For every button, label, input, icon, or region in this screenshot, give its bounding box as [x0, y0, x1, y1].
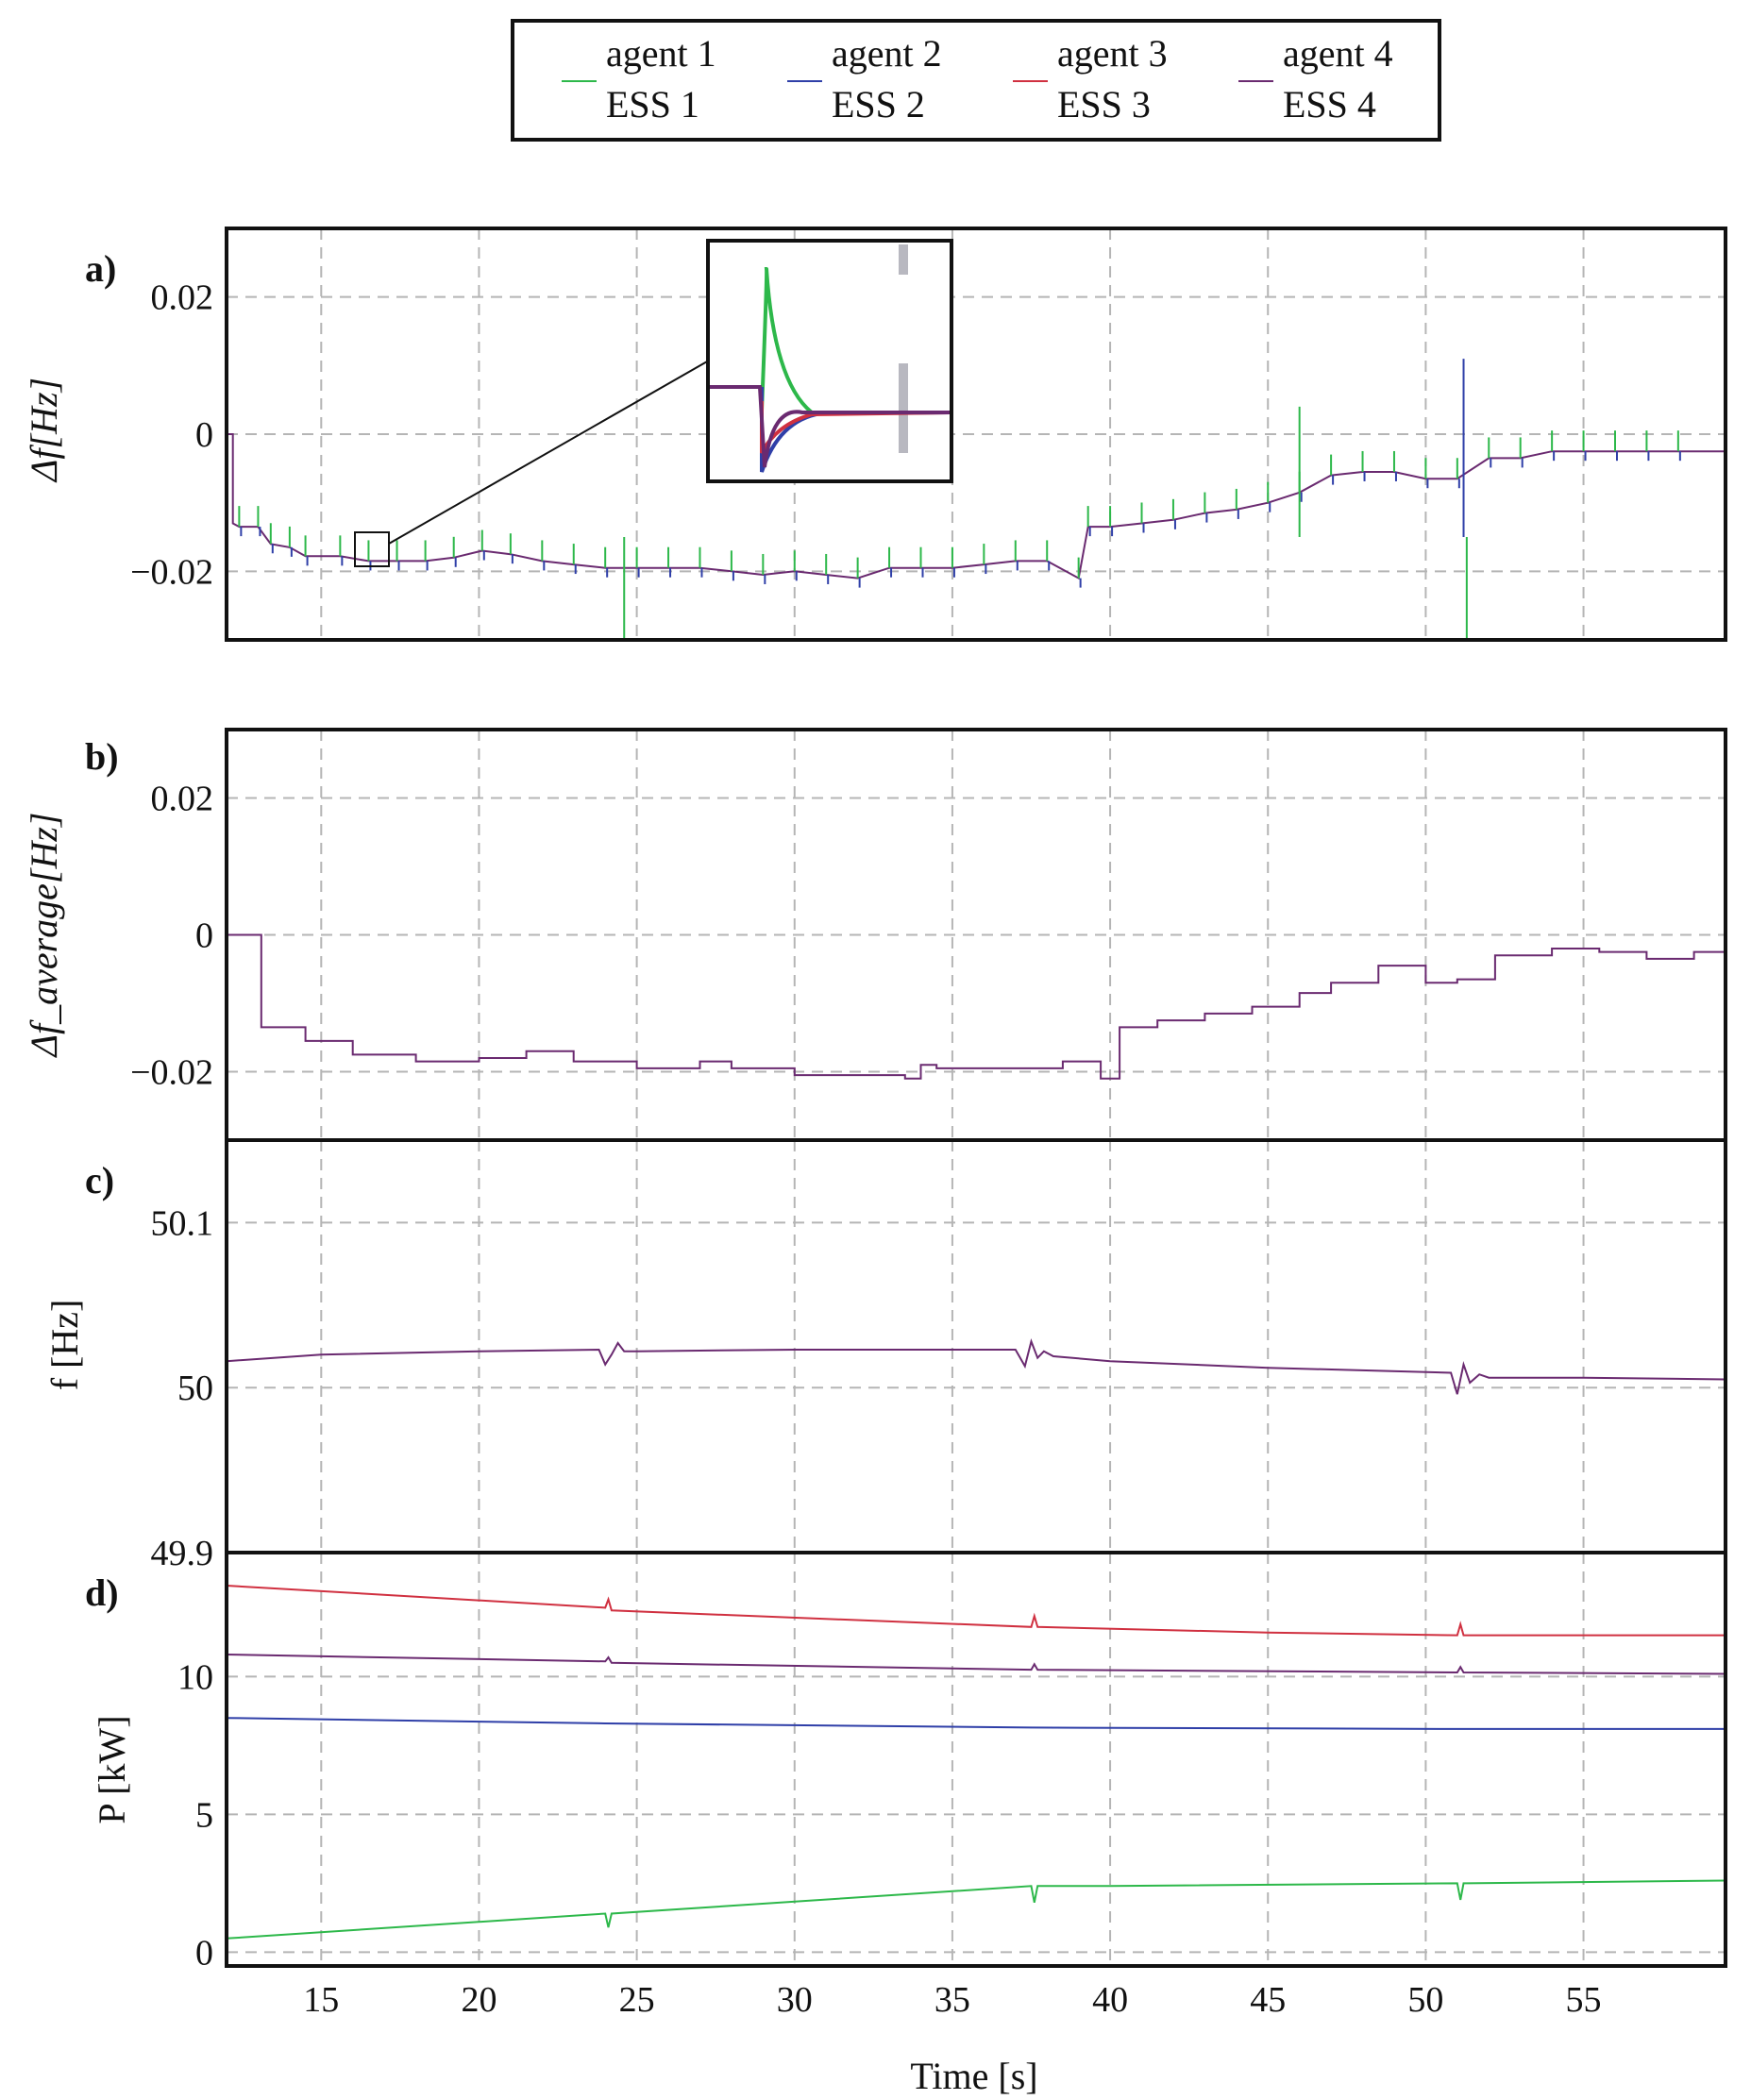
- xtick-label: 15: [303, 1980, 339, 2020]
- ylabel-d: P [kW]: [91, 1715, 133, 1823]
- legend-label-bottom-2: ESS 2: [832, 83, 925, 126]
- xtick-label: 25: [619, 1980, 655, 2020]
- ytick-label: −0.02: [130, 552, 213, 592]
- ytick-label: 0: [195, 1933, 213, 1973]
- panel-d: 0 5 10 d) 15 20 25 30 35 40 45 50 55: [85, 1551, 1727, 2020]
- inset-curve-agent4: [710, 385, 950, 468]
- ylabel-a: Δf[Hz]: [23, 378, 65, 483]
- legend-label-bottom-3: ESS 3: [1057, 83, 1151, 126]
- series-line-ess-4: [226, 1654, 1726, 1675]
- xtick-label: 35: [934, 1980, 970, 2020]
- ytick-label: 0: [195, 415, 213, 455]
- ytick-label: 10: [177, 1657, 213, 1697]
- series-line-agent-4: [227, 433, 1726, 580]
- series-line-ess-2: [226, 1717, 1726, 1730]
- panel-a: −0.02 0 0.02 a): [85, 227, 1727, 642]
- inset-frame: [706, 239, 953, 483]
- series-line-ess-1: [226, 1879, 1726, 1940]
- panel-label: b): [85, 735, 119, 778]
- legend-label-bottom-4: ESS 4: [1283, 83, 1376, 126]
- zoom-connector: [388, 360, 709, 545]
- ylabel-b: Δf_average[Hz]: [23, 812, 65, 1058]
- xaxis-label: Time [s]: [910, 2055, 1037, 2097]
- legend-label-top-4: agent 4: [1283, 32, 1393, 75]
- panel-frame: [225, 227, 1727, 642]
- series-line-agent-4: [226, 1338, 1726, 1395]
- ytick-label: 5: [195, 1795, 213, 1835]
- xtick-label: 55: [1566, 1980, 1602, 2020]
- ytick-label: −0.02: [130, 1053, 213, 1093]
- panel-frame: [225, 1138, 1727, 1554]
- ytick-label: 0.02: [151, 278, 214, 318]
- ytick-label: 0.02: [151, 780, 214, 819]
- series-line-ess-3: [226, 1585, 1726, 1637]
- legend: agent 1 ESS 1 agent 2 ESS 2 agent 3 ESS …: [511, 19, 1441, 142]
- ytick-label: 50.1: [151, 1203, 214, 1243]
- panel-label: d): [85, 1571, 119, 1614]
- xtick-label: 50: [1407, 1980, 1443, 2020]
- legend-label-top-2: agent 2: [832, 32, 942, 75]
- ytick-label: 0: [195, 916, 213, 956]
- series-line-average: [227, 933, 1726, 1080]
- xtick-label: 45: [1250, 1980, 1286, 2020]
- legend-label-top-3: agent 3: [1057, 32, 1168, 75]
- panel-frame: [225, 1551, 1727, 1968]
- ytick-label: 49.9: [151, 1534, 214, 1573]
- inset-curve-agent1: [710, 266, 950, 414]
- legend-entry-1: agent 1 ESS 1: [562, 32, 716, 126]
- ytick-label: 50: [177, 1369, 213, 1408]
- panel-label: a): [85, 247, 116, 290]
- xtick-label: 30: [777, 1980, 813, 2020]
- legend-entry-3: agent 3 ESS 3: [1013, 32, 1168, 126]
- legend-entry-2: agent 2 ESS 2: [787, 32, 942, 126]
- ylabel-c: f [Hz]: [43, 1300, 86, 1391]
- legend-entry-4: agent 4 ESS 4: [1238, 32, 1393, 126]
- legend-label-bottom-1: ESS 1: [606, 83, 699, 126]
- panel-label: c): [85, 1159, 114, 1201]
- xtick-label: 40: [1092, 1980, 1128, 2020]
- legend-frame: [511, 19, 1441, 142]
- xtick-label: 20: [461, 1980, 497, 2020]
- legend-label-top-1: agent 1: [606, 32, 716, 75]
- panel-c: 49.9 50 50.1 c): [85, 1138, 1727, 1573]
- panel-b: −0.02 0 0.02 b): [85, 728, 1727, 1142]
- zoom-marker: [354, 531, 390, 567]
